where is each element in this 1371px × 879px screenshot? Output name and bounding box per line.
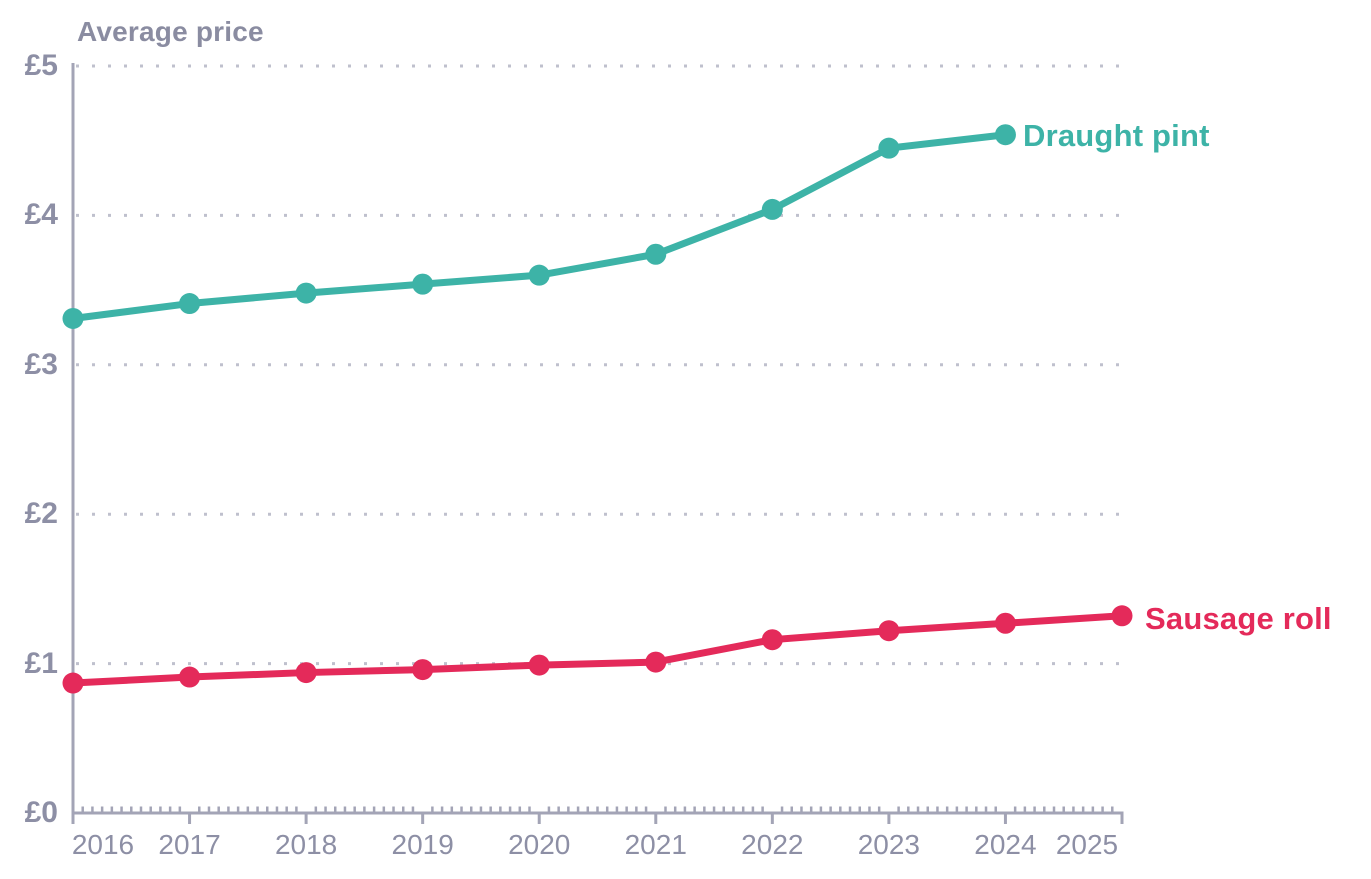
- series-label-sausage-roll: Sausage roll: [1145, 601, 1332, 636]
- x-tick-label: 2020: [508, 829, 571, 860]
- x-tick-label: 2022: [741, 829, 804, 860]
- data-point: [645, 243, 667, 265]
- chart-title: Average price: [77, 16, 264, 47]
- y-tick-label: £4: [24, 198, 58, 232]
- data-point: [878, 620, 900, 642]
- x-tick-label: 2017: [158, 829, 221, 860]
- data-point: [295, 662, 317, 684]
- x-tick-label: 2024: [974, 829, 1037, 860]
- series-line-1: [69, 612, 1126, 687]
- data-point: [528, 264, 550, 286]
- data-point: [878, 137, 900, 159]
- x-tick-label: 2018: [274, 829, 338, 860]
- x-tick-label: 2019: [391, 829, 454, 860]
- data-point: [62, 307, 84, 329]
- data-point: [761, 198, 783, 220]
- data-point: [179, 666, 201, 688]
- data-point: [645, 651, 667, 673]
- y-tick-label: £5: [24, 49, 58, 82]
- data-point: [62, 672, 84, 694]
- series-line-0: [69, 131, 1009, 322]
- x-tick-label: 2016: [71, 829, 135, 860]
- data-point: [295, 282, 317, 304]
- x-tick-label: 2025: [1055, 829, 1119, 860]
- y-tick-label: £3: [24, 347, 58, 381]
- data-point: [179, 293, 201, 315]
- y-tick-label: £2: [24, 497, 58, 531]
- y-tick-label: £1: [24, 646, 58, 680]
- data-point: [412, 273, 434, 295]
- data-point: [994, 124, 1016, 146]
- data-point: [528, 654, 550, 676]
- data-point: [994, 612, 1016, 634]
- series-label-draught-pint: Draught pint: [1023, 118, 1210, 153]
- y-tick-label: £0: [24, 796, 58, 829]
- x-tick-label: 2021: [624, 829, 687, 860]
- data-point: [761, 629, 783, 651]
- data-point: [1111, 605, 1133, 627]
- x-tick-label: 2023: [857, 829, 921, 860]
- data-point: [412, 659, 434, 681]
